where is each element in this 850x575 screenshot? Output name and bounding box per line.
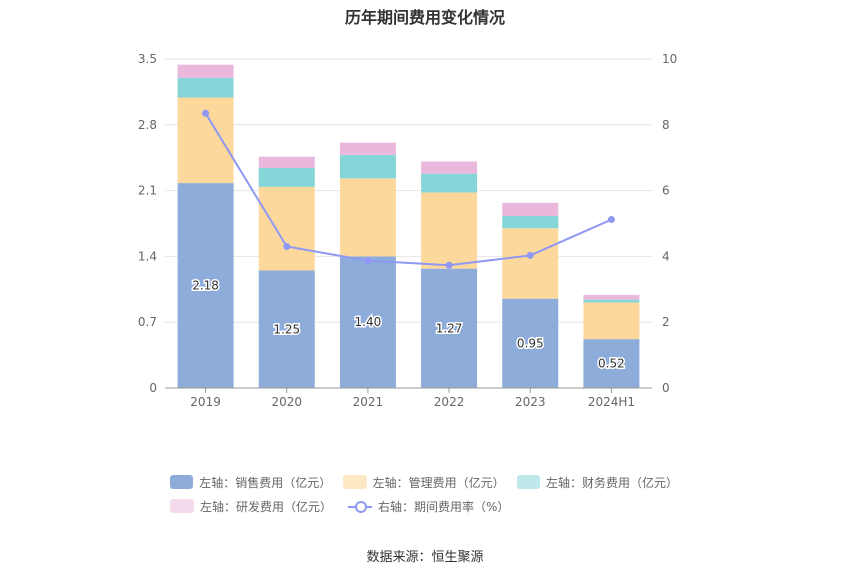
legend-swatch-rnd xyxy=(170,499,194,513)
legend-item-admin[interactable]: 左轴：管理费用（亿元） xyxy=(343,474,505,491)
legend-swatch-sales xyxy=(170,475,194,489)
data-label-sales: 0.95 xyxy=(517,336,544,350)
y-right-tick-label: 0 xyxy=(662,381,670,395)
legend-item-ratio[interactable]: 右轴：期间费用率（%） xyxy=(348,498,509,515)
data-label-group: 2.18 1.25 1.40 1.27 0.95 0.52 xyxy=(191,277,627,372)
y-left-tick-label: 0 xyxy=(149,381,157,395)
data-label-sales: 2.18 xyxy=(192,279,219,293)
chart-canvas: 2.18 1.25 1.40 1.27 0.95 0.52 0 0 0.7 2 1.4 4 2.1 6 2… xyxy=(138,52,677,409)
legend-label-finance: 左轴：财务费用（亿元） xyxy=(545,475,678,490)
legend-swatch-finance xyxy=(516,475,540,489)
bar-segment-rnd xyxy=(339,142,396,155)
legend-label-rnd: 左轴：研发费用（亿元） xyxy=(200,499,333,514)
y-left-tick-label: 0.7 xyxy=(138,315,157,329)
x-tick-label: 2020 xyxy=(271,395,302,409)
ratio-point xyxy=(445,261,453,269)
y-left-tick-label: 2.8 xyxy=(138,118,157,132)
bar-segment-sales xyxy=(583,339,640,388)
y-left-tick-label: 2.1 xyxy=(138,184,157,198)
bar-segment-admin xyxy=(421,192,478,269)
bar-segment-sales xyxy=(177,183,234,388)
legend-label-sales: 左轴：销售费用（亿元） xyxy=(199,475,332,490)
x-tick-label: 2023 xyxy=(515,395,546,409)
bar-segment-admin xyxy=(583,302,640,340)
bar-segment-rnd xyxy=(258,156,315,169)
legend-item-finance[interactable]: 左轴：财务费用（亿元） xyxy=(516,474,678,491)
bar-segment-finance xyxy=(502,215,559,229)
legend-item-sales[interactable]: 左轴：销售费用（亿元） xyxy=(170,474,332,491)
ratio-line xyxy=(204,112,612,267)
legend-label-ratio: 右轴：期间费用率（%） xyxy=(378,499,510,514)
legend-item-rnd[interactable]: 左轴：研发费用（亿元） xyxy=(170,498,332,515)
x-tick-label: 2019 xyxy=(190,395,221,409)
ratio-point xyxy=(283,243,291,251)
line-series-group xyxy=(202,109,615,269)
data-label-sales: 1.25 xyxy=(273,322,300,336)
legend: 左轴：销售费用（亿元） 左轴：管理费用（亿元） 左轴：财务费用（亿元） 左轴：研… xyxy=(170,470,690,518)
axes-group: 0 0 0.7 2 1.4 4 2.1 6 2.8 8 3.5 10 2019 2020 2021 2022 2… xyxy=(138,52,677,409)
bar-segment-finance xyxy=(177,77,234,98)
ratio-point xyxy=(202,109,210,117)
y-left-tick-label: 3.5 xyxy=(138,52,157,66)
bar-segment-admin xyxy=(258,186,315,271)
data-label-sales: 1.27 xyxy=(436,321,463,335)
bar-segment-finance xyxy=(258,168,315,187)
bar-segment-sales xyxy=(258,270,315,388)
y-right-tick-label: 4 xyxy=(662,249,670,263)
data-source: 数据来源：恒生聚源 xyxy=(366,550,484,565)
bar-segment-finance xyxy=(421,173,478,193)
x-tick-label: 2021 xyxy=(353,395,384,409)
y-right-tick-label: 10 xyxy=(662,52,677,66)
bar-segment-rnd xyxy=(421,161,478,174)
bar-segment-finance xyxy=(339,154,396,179)
bar-segment-finance xyxy=(583,299,640,303)
data-label-sales: 1.40 xyxy=(355,315,382,329)
ratio-point xyxy=(526,251,534,259)
bar-segment-sales xyxy=(502,298,559,388)
bar-segment-admin xyxy=(502,228,559,299)
grid-lines xyxy=(165,58,652,323)
bar-segment-rnd xyxy=(502,202,559,216)
bar-group xyxy=(177,64,640,388)
legend-swatch-ratio xyxy=(348,499,373,513)
y-left-tick-label: 1.4 xyxy=(138,249,157,263)
bar-segment-sales xyxy=(421,268,478,388)
y-right-tick-label: 8 xyxy=(662,118,670,132)
bar-segment-rnd xyxy=(177,64,234,78)
chart-title: 历年期间费用变化情况 xyxy=(344,8,505,27)
x-tick-label: 2022 xyxy=(434,395,465,409)
legend-swatch-admin xyxy=(343,475,367,489)
bar-segment-rnd xyxy=(583,294,640,300)
y-right-tick-label: 2 xyxy=(662,315,670,329)
ratio-point xyxy=(607,216,615,224)
y-right-tick-label: 6 xyxy=(662,184,670,198)
ratio-point xyxy=(364,257,372,265)
legend-label-admin: 左轴：管理费用（亿元） xyxy=(372,475,505,490)
bar-segment-sales xyxy=(339,256,396,388)
data-label-sales: 0.52 xyxy=(598,357,625,371)
bar-segment-admin xyxy=(339,178,396,257)
x-tick-label: 2024H1 xyxy=(588,395,635,409)
